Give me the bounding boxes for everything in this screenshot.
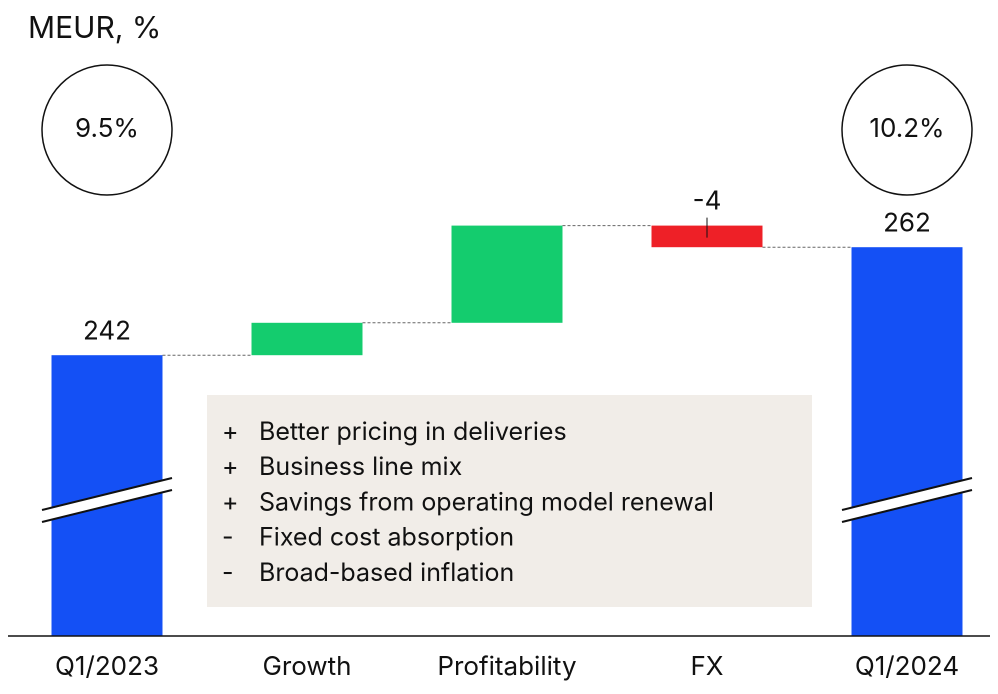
margin-circle [841,64,973,196]
notes-box [207,395,812,607]
note-sign: + [222,417,239,447]
axis-break [42,478,172,522]
x-tick-label: Growth [262,651,351,682]
note-text: Broad-based inflation [259,558,514,588]
axis-break-line [841,477,973,511]
x-tick-label: Q1/2024 [855,651,959,682]
data-label: 242 [83,315,131,346]
axis-break [842,478,972,522]
note-sign: - [222,523,234,553]
x-tick-label: Q1/2023 [55,651,159,682]
note-sign: + [222,487,239,517]
note-text: Business line mix [259,452,462,482]
note-text: Fixed cost absorption [259,523,514,553]
bar [251,322,363,356]
chart-subtitle: MEUR, % [28,10,161,46]
x-tick-label: Profitability [437,651,576,682]
data-label: -4 [693,186,722,217]
note-sign: + [222,452,239,482]
axis-break-line [41,477,173,511]
margin-label: 9.5% [75,113,139,144]
data-label: 262 [883,207,931,238]
margin-circle [41,64,173,196]
axis-break-line [841,489,973,523]
margin-label: 10.2% [869,113,944,144]
x-tick-label: FX [690,651,723,682]
bar [451,225,563,323]
bar [851,247,963,636]
note-text: Savings from operating model renewal [259,487,714,517]
note-text: Better pricing in deliveries [259,417,567,447]
note-sign: - [222,558,234,588]
axis-break-line [41,489,173,523]
